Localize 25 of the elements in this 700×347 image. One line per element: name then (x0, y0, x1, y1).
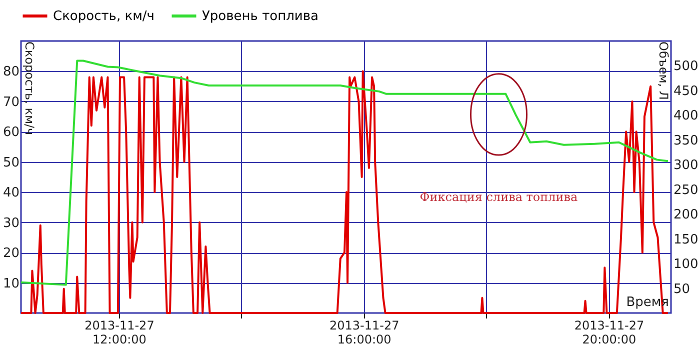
y-tick-label: 50 (2, 155, 20, 170)
y-tick-label: 80 (2, 64, 20, 80)
y-tick-label: 70 (2, 94, 20, 110)
legend-label: Скорость, км/ч (53, 9, 154, 24)
y2-tick-label: 100 (674, 257, 698, 272)
y2-tick-label: 300 (674, 158, 698, 174)
y2-tick-label: 400 (674, 108, 698, 124)
y-tick-label: 40 (2, 186, 20, 201)
y-tick-label: 60 (2, 125, 20, 140)
legend-label: Уровень топлива (202, 9, 318, 24)
x-tick-label: 2013-11-27 12:00:00 (84, 318, 154, 346)
y2-tick-label: 50 (674, 282, 690, 297)
y2-tick-label: 350 (674, 133, 698, 148)
y2-tick-label: 250 (674, 182, 698, 198)
y2-tick-label: 500 (674, 59, 698, 74)
y2-axis-title: Объем, Л (656, 42, 670, 100)
x-tick-label: 2013-11-27 16:00:00 (329, 318, 400, 346)
x-tick-label: 2013-11-27 20:00:00 (574, 318, 644, 346)
y-axis-title: Скорость, км/ч (22, 42, 36, 136)
y-tick-label: 30 (2, 216, 20, 231)
y-tick-label: 20 (2, 246, 20, 262)
y2-tick-label: 450 (674, 84, 698, 99)
y2-tick-label: 150 (674, 232, 698, 248)
y-tick-label: 10 (2, 276, 20, 292)
y2-tick-label: 200 (674, 208, 698, 223)
